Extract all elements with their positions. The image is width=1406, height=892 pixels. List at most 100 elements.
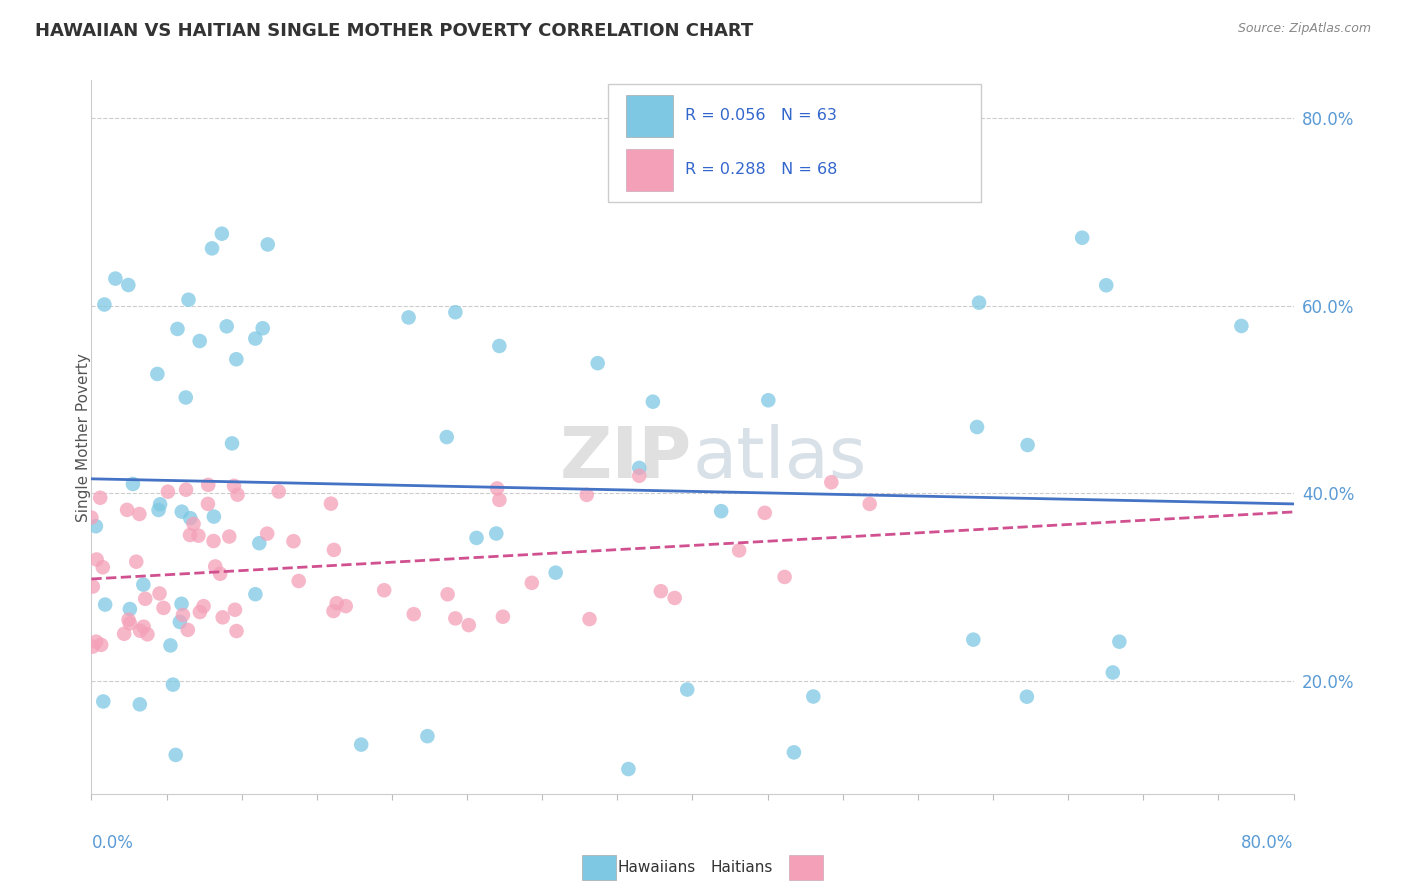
Text: HAWAIIAN VS HAITIAN SINGLE MOTHER POVERTY CORRELATION CHART: HAWAIIAN VS HAITIAN SINGLE MOTHER POVERT… [35, 22, 754, 40]
Point [783, 745, 806, 759]
Text: Source: ZipAtlas.com: Source: ZipAtlas.com [1237, 22, 1371, 36]
Point [962, 632, 984, 647]
Point [247, 536, 270, 550]
Point [169, 615, 191, 629]
Point [202, 509, 225, 524]
Point [402, 607, 425, 622]
Point [373, 583, 395, 598]
Point [118, 602, 141, 616]
Point [225, 352, 247, 367]
Point [177, 293, 200, 307]
Point [125, 555, 148, 569]
Point [89, 491, 111, 505]
Point [148, 503, 170, 517]
Point [149, 497, 172, 511]
Point [754, 506, 776, 520]
FancyBboxPatch shape [609, 84, 981, 202]
Point [1071, 231, 1094, 245]
Point [174, 391, 197, 405]
Point [129, 624, 152, 638]
Point [165, 747, 187, 762]
Point [115, 503, 138, 517]
Point [444, 305, 467, 319]
Point [128, 698, 150, 712]
Point [197, 497, 219, 511]
Text: 80.0%: 80.0% [1241, 834, 1294, 852]
Point [773, 570, 796, 584]
Point [465, 531, 488, 545]
Point [224, 603, 246, 617]
Point [117, 613, 139, 627]
Point [820, 475, 842, 490]
Point [252, 321, 274, 335]
Point [444, 611, 467, 625]
Point [967, 295, 990, 310]
Point [492, 609, 515, 624]
Point [204, 559, 226, 574]
Text: Hawaiians: Hawaiians [617, 860, 696, 874]
Point [202, 534, 225, 549]
Point [91, 694, 114, 708]
Point [628, 461, 651, 475]
Point [132, 577, 155, 591]
Point [128, 507, 150, 521]
Point [179, 511, 201, 525]
Point [267, 484, 290, 499]
Point [183, 516, 205, 531]
Point [488, 339, 510, 353]
Point [322, 542, 344, 557]
Point [641, 394, 664, 409]
Point [398, 310, 420, 325]
Point [174, 483, 197, 497]
Point [457, 618, 479, 632]
Point [245, 587, 267, 601]
Point [134, 591, 156, 606]
Point [132, 620, 155, 634]
Point [221, 436, 243, 450]
Point [82, 580, 104, 594]
Point [91, 560, 114, 574]
Point [436, 430, 458, 444]
Point [1017, 438, 1039, 452]
Point [966, 420, 988, 434]
Point [112, 627, 135, 641]
Point [188, 605, 211, 619]
Point [218, 529, 240, 543]
Point [256, 526, 278, 541]
Point [148, 586, 170, 600]
Point [136, 627, 159, 641]
Point [325, 596, 347, 610]
Y-axis label: Single Mother Poverty: Single Mother Poverty [76, 352, 90, 522]
Text: ZIP: ZIP [560, 424, 692, 493]
Point [664, 591, 686, 605]
Point [416, 729, 439, 743]
Point [287, 574, 309, 588]
Point [1108, 634, 1130, 648]
Point [1101, 665, 1123, 680]
Point [215, 319, 238, 334]
Point [676, 682, 699, 697]
FancyBboxPatch shape [626, 149, 673, 191]
Point [179, 528, 201, 542]
Point [1095, 278, 1118, 293]
Point [335, 599, 357, 613]
Text: R = 0.056   N = 63: R = 0.056 N = 63 [685, 108, 837, 123]
Point [82, 640, 104, 654]
Point [322, 604, 344, 618]
Point [436, 587, 458, 601]
Point [226, 488, 249, 502]
Point [117, 277, 139, 292]
Point [486, 482, 509, 496]
Point [172, 607, 194, 622]
Point [1230, 318, 1253, 333]
Point [90, 638, 112, 652]
Point [188, 334, 211, 348]
Point [256, 237, 278, 252]
Point [211, 227, 233, 241]
FancyBboxPatch shape [626, 95, 673, 136]
Point [859, 497, 882, 511]
Point [578, 612, 600, 626]
Point [93, 297, 115, 311]
Point [152, 601, 174, 615]
Point [146, 367, 169, 381]
